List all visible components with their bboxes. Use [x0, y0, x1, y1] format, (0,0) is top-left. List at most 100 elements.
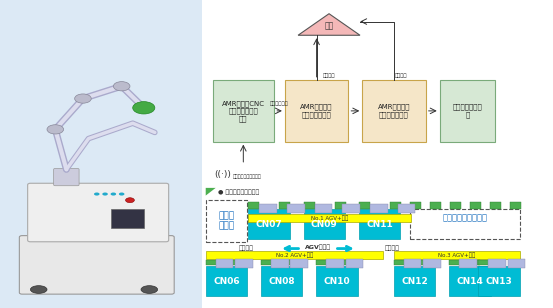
Bar [394, 260, 405, 265]
Bar [470, 202, 481, 209]
Text: CN09: CN09 [311, 220, 338, 229]
Text: 等待加工完成: 等待加工完成 [270, 101, 289, 106]
Text: CN14: CN14 [456, 277, 483, 286]
Bar [315, 204, 332, 213]
Bar [287, 204, 305, 213]
Bar [423, 259, 441, 268]
Text: CN13: CN13 [486, 277, 513, 286]
Bar [509, 260, 520, 265]
FancyBboxPatch shape [248, 214, 411, 222]
Bar [206, 260, 217, 265]
Bar [414, 260, 425, 265]
Circle shape [133, 102, 155, 114]
FancyBboxPatch shape [394, 266, 435, 296]
Bar [488, 259, 506, 268]
Bar [216, 259, 233, 268]
FancyBboxPatch shape [261, 266, 302, 296]
FancyBboxPatch shape [206, 200, 247, 242]
Text: 人員薄膜檢驗作業區: 人員薄膜檢驗作業區 [442, 213, 488, 222]
FancyBboxPatch shape [206, 251, 383, 259]
Text: 警報: 警報 [325, 22, 333, 31]
Text: No.1 AGV+手臂: No.1 AGV+手臂 [311, 216, 348, 221]
Circle shape [126, 198, 134, 203]
Circle shape [94, 192, 100, 196]
Bar [326, 259, 344, 268]
FancyBboxPatch shape [316, 266, 358, 296]
Circle shape [47, 125, 64, 134]
Text: No.2 AGV+手臂: No.2 AGV+手臂 [275, 253, 313, 258]
Text: No.3 AGV+手臂: No.3 AGV+手臂 [438, 253, 476, 258]
Text: 接到圖發加工完成訊號: 接到圖發加工完成訊號 [232, 174, 261, 179]
Bar [279, 202, 290, 209]
Text: 啟動設備進行加
工: 啟動設備進行加 工 [452, 104, 482, 118]
FancyBboxPatch shape [285, 80, 348, 142]
Text: AMR移動到CNC
設備進上並完成
定位: AMR移動到CNC 設備進上並完成 定位 [222, 100, 265, 122]
Bar [510, 202, 521, 209]
Bar [410, 202, 421, 209]
Bar [469, 260, 480, 265]
Bar [248, 202, 259, 209]
Text: 取料補料: 取料補料 [238, 246, 253, 251]
Circle shape [113, 82, 130, 91]
Bar [346, 259, 363, 268]
Circle shape [111, 192, 116, 196]
Text: 半成品
擺放區: 半成品 擺放區 [218, 211, 234, 231]
FancyBboxPatch shape [304, 209, 345, 239]
FancyBboxPatch shape [394, 251, 520, 259]
Ellipse shape [30, 286, 47, 293]
Bar [281, 260, 292, 265]
Bar [271, 259, 289, 268]
FancyBboxPatch shape [478, 266, 520, 296]
FancyBboxPatch shape [19, 236, 174, 294]
Bar [390, 202, 401, 209]
FancyBboxPatch shape [111, 209, 144, 228]
Bar [450, 202, 461, 209]
Text: CN10: CN10 [324, 277, 351, 286]
Bar [259, 204, 277, 213]
Bar [508, 259, 525, 268]
Polygon shape [206, 188, 216, 196]
Circle shape [102, 192, 108, 196]
Bar [304, 202, 315, 209]
Bar [0, 0, 202, 308]
Text: CN07: CN07 [255, 220, 283, 229]
FancyBboxPatch shape [54, 168, 79, 186]
Bar [459, 259, 477, 268]
Bar [342, 204, 360, 213]
Text: CN12: CN12 [401, 277, 428, 286]
Bar [404, 259, 421, 268]
Bar [226, 260, 237, 265]
Bar [359, 202, 370, 209]
FancyBboxPatch shape [248, 209, 290, 239]
Bar [290, 259, 308, 268]
Bar [449, 260, 460, 265]
Polygon shape [298, 14, 360, 35]
Text: AMR完成熟料
（加工完）下料: AMR完成熟料 （加工完）下料 [300, 104, 333, 118]
Bar [336, 260, 347, 265]
Bar [430, 202, 441, 209]
Bar [398, 204, 415, 213]
Text: ● 未來現場概念配置：: ● 未來現場概念配置： [218, 189, 259, 195]
Text: CN08: CN08 [268, 277, 295, 286]
Ellipse shape [141, 286, 158, 293]
Bar [490, 202, 501, 209]
FancyBboxPatch shape [362, 80, 426, 142]
Bar [235, 259, 253, 268]
Circle shape [75, 94, 91, 103]
FancyBboxPatch shape [28, 183, 169, 242]
FancyBboxPatch shape [410, 209, 520, 239]
FancyBboxPatch shape [206, 266, 247, 296]
Text: 熟料倉滿: 熟料倉滿 [323, 73, 335, 78]
FancyBboxPatch shape [449, 266, 491, 296]
Bar [478, 260, 489, 265]
Text: 收料檢驗: 收料檢驗 [384, 246, 399, 251]
FancyBboxPatch shape [440, 80, 495, 142]
Bar [335, 202, 346, 209]
Text: ((·)): ((·)) [215, 169, 231, 179]
Bar [370, 204, 388, 213]
Bar [316, 260, 327, 265]
Text: CN11: CN11 [366, 220, 393, 229]
Circle shape [119, 192, 124, 196]
Text: CN06: CN06 [213, 277, 240, 286]
FancyBboxPatch shape [359, 209, 400, 239]
